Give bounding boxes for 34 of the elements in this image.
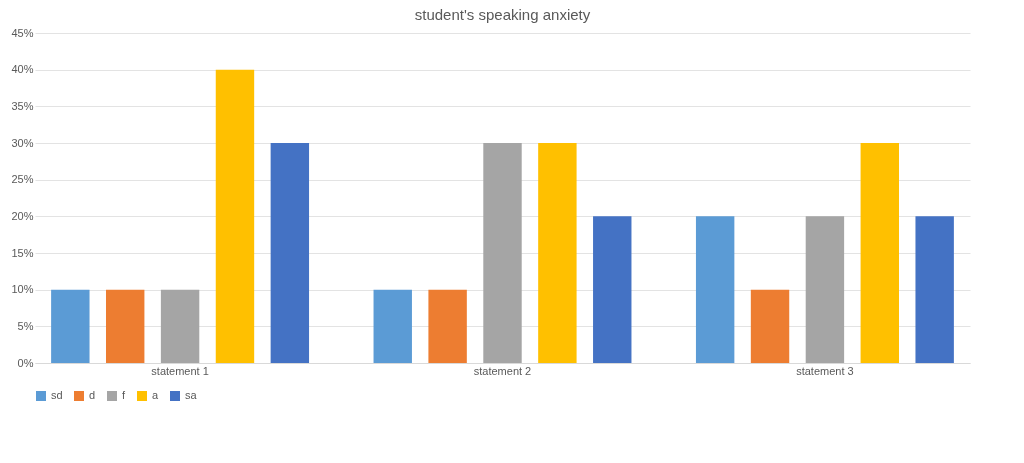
bar [215, 69, 255, 363]
bar [860, 143, 899, 363]
x-tick-label: statement 1 [151, 364, 209, 377]
bar [373, 289, 412, 363]
x-tick-label: statement 3 [796, 364, 854, 377]
legend-label: sa [185, 389, 198, 401]
y-tick-label: 35% [11, 99, 34, 112]
bar [483, 143, 522, 363]
y-tick-label: 15% [11, 246, 34, 259]
y-tick-label: 20% [11, 209, 34, 222]
y-tick-label: 25% [11, 173, 34, 186]
bar [428, 289, 467, 363]
y-tick-label: 10% [11, 283, 34, 296]
legend-label: d [89, 389, 96, 401]
y-tick-label: 30% [11, 136, 34, 149]
bar [106, 289, 145, 363]
legend-label: a [152, 389, 159, 401]
bar [538, 143, 577, 363]
x-tick-label: statement 2 [473, 364, 532, 377]
y-tick-label: 40% [11, 63, 34, 76]
y-tick-label: 5% [17, 319, 34, 332]
legend-label: f [122, 389, 126, 401]
y-tick-label: 0% [17, 356, 34, 369]
y-tick-label: 45% [11, 26, 34, 39]
legend-label: sd [51, 389, 63, 401]
bar [160, 289, 200, 363]
bar [51, 289, 90, 363]
bar [750, 289, 790, 363]
bar [805, 216, 845, 363]
bar [270, 143, 310, 363]
bar [915, 216, 954, 363]
bar [593, 216, 632, 363]
chart-title: student's speaking anxiety [414, 6, 591, 23]
bar [695, 216, 735, 363]
